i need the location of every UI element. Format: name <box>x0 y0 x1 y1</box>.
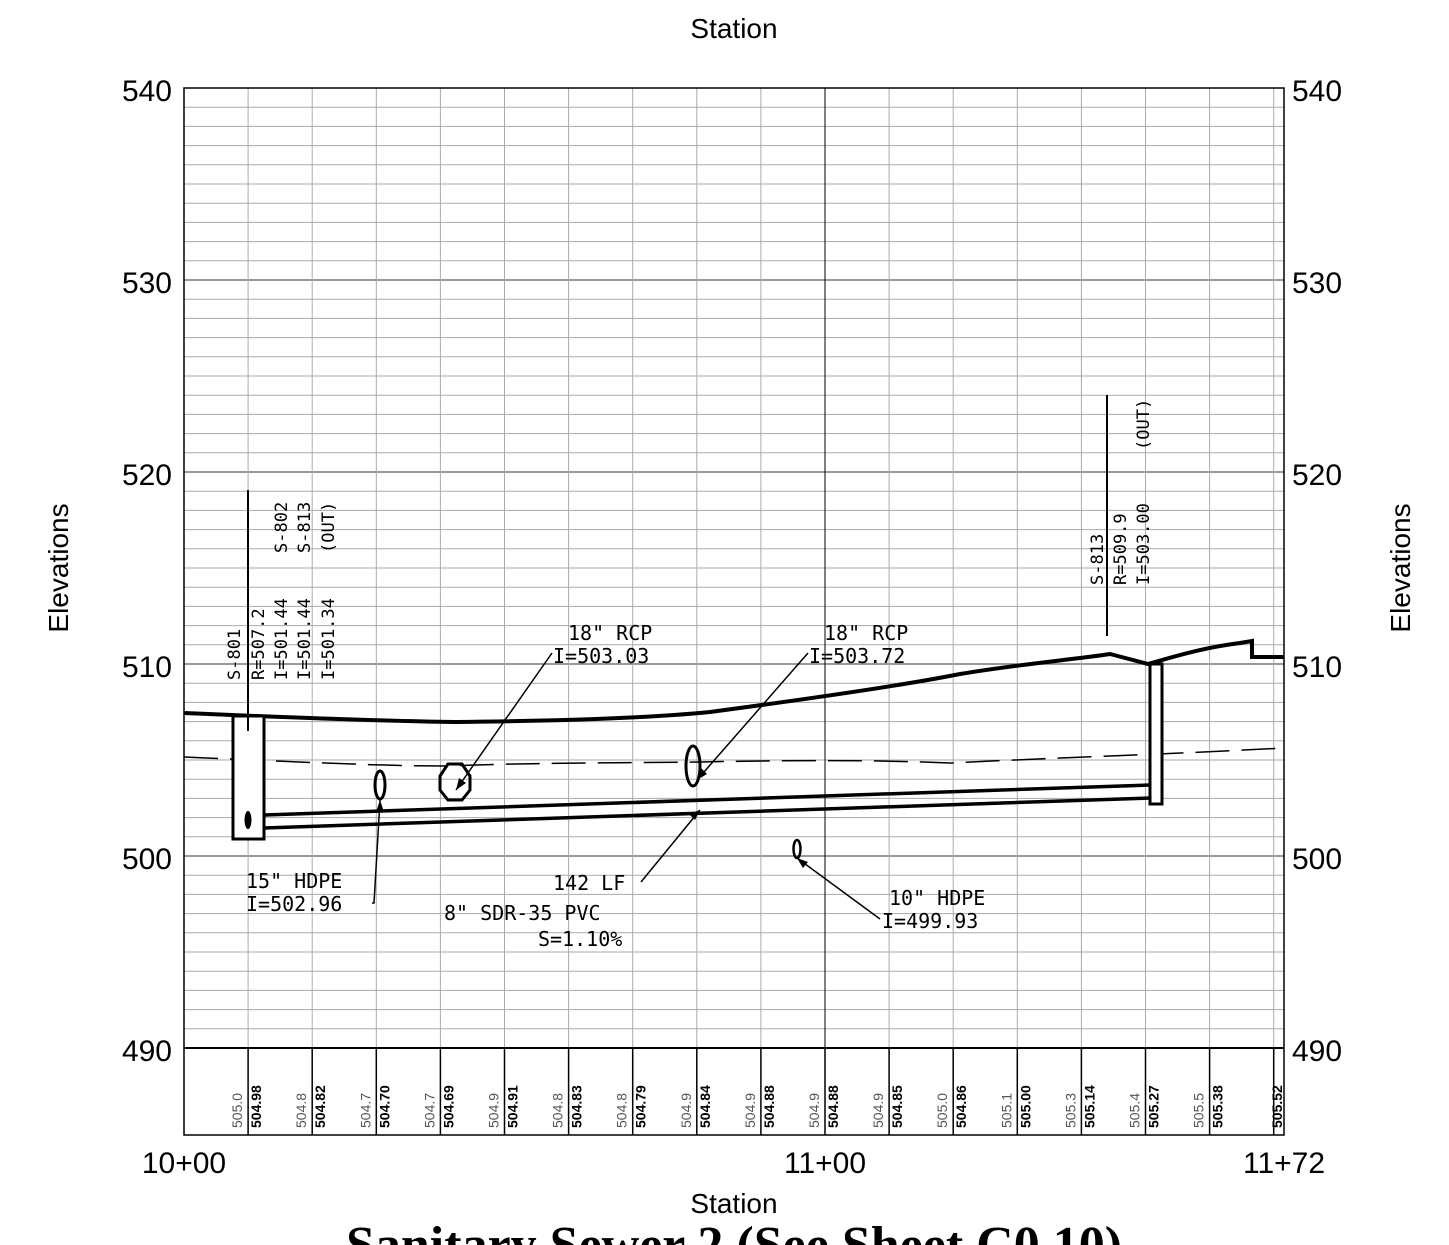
crossing-18in-rcp-2 <box>684 744 702 788</box>
hdpe15-size: 15" HDPE <box>246 869 342 893</box>
band-proposed-elevation: 504.88 <box>761 1085 777 1128</box>
s801-invert-3: I=501.34 <box>319 598 339 680</box>
band-proposed-elevation: 504.83 <box>569 1085 585 1128</box>
elev-tick-490-right: 490 <box>1292 1035 1342 1068</box>
left-elevation-ticks: 540 530 520 510 500 490 <box>122 75 172 1068</box>
rcp1-size: 18" RCP <box>568 621 652 645</box>
band-proposed-elevation: 505.00 <box>1017 1085 1033 1128</box>
hdpe10-invert: I=499.93 <box>882 909 978 933</box>
band-existing-elevation: 505.0 <box>229 1093 245 1128</box>
band-proposed-elevation: 504.85 <box>889 1085 905 1128</box>
band-existing-elevation: 505.4 <box>1127 1093 1143 1128</box>
band-proposed-elevation: 504.86 <box>953 1085 969 1128</box>
elev-tick-540-left: 540 <box>122 75 172 108</box>
grid-frame <box>183 87 1285 1136</box>
elev-tick-490-left: 490 <box>122 1035 172 1068</box>
elev-tick-500-right: 500 <box>1292 843 1342 876</box>
s813-rim: R=509.9 <box>1111 513 1131 585</box>
band-existing-elevation: 504.9 <box>678 1093 694 1128</box>
band-proposed-elevation: 504.91 <box>505 1085 521 1128</box>
band-existing-elevation: 505.0 <box>934 1093 950 1128</box>
band-proposed-elevation: 504.70 <box>376 1085 392 1128</box>
pipe-length: 142 LF <box>553 871 625 895</box>
s801-rim: R=507.2 <box>249 608 269 680</box>
crossing-18in-rcp-1 <box>438 762 472 802</box>
band-proposed-elevation: 504.88 <box>825 1085 841 1128</box>
band-proposed-elevation: 504.84 <box>697 1085 713 1128</box>
band-existing-elevation: 504.7 <box>421 1093 437 1128</box>
band-proposed-elevation: 505.52 <box>1269 1085 1285 1128</box>
station-tick-11-00: 11+00 <box>784 1147 866 1180</box>
band-proposed-elevation: 505.27 <box>1146 1085 1162 1128</box>
existing-ground-line <box>183 747 1285 767</box>
right-axis-title: Elevations <box>1385 503 1416 632</box>
proposed-ground-line <box>183 638 1284 725</box>
elev-tick-520-right: 520 <box>1292 459 1342 492</box>
band-proposed-elevation: 504.98 <box>248 1085 264 1128</box>
rcp1-invert: I=503.03 <box>553 644 649 668</box>
left-axis-title: Elevations <box>43 503 74 632</box>
s801-link-1: S-802 <box>272 502 292 553</box>
elevation-band-labels: 504.98 504.82 504.70 504.69 504.91 504.83 504.… <box>229 1085 1285 1128</box>
elev-tick-500-left: 500 <box>122 843 172 876</box>
s801-invert-2: I=501.44 <box>295 598 315 680</box>
band-existing-elevation: 505.3 <box>1062 1093 1078 1128</box>
band-existing-elevation: 504.8 <box>614 1093 630 1128</box>
band-existing-elevation: 504.7 <box>357 1093 373 1128</box>
station-tick-10-00: 10+00 <box>142 1147 226 1180</box>
rcp2-size: 18" RCP <box>824 621 908 645</box>
arrowheads <box>376 768 808 868</box>
band-proposed-elevation: 505.14 <box>1081 1085 1097 1128</box>
elev-tick-520-left: 520 <box>122 459 172 492</box>
callout-text: 18" RCP I=503.03 18" RCP I=503.72 15" HD… <box>246 621 985 951</box>
manhole-s813 <box>1148 662 1164 806</box>
band-existing-elevation: 504.8 <box>550 1093 566 1128</box>
band-existing-elevation: 504.9 <box>870 1093 886 1128</box>
s801-name: S-801 <box>225 629 245 680</box>
bottom-axis-title: Station <box>690 1188 777 1219</box>
hdpe10-size: 10" HDPE <box>889 886 985 910</box>
s801-annotation: S-801 R=507.2 I=501.44 I=501.44 I=501.34… <box>225 502 339 680</box>
station-tick-11-72: 11+72 <box>1243 1147 1325 1180</box>
crossing-15in-hdpe <box>373 769 387 801</box>
rcp2-invert: I=503.72 <box>809 644 905 668</box>
band-existing-elevation: 504.9 <box>742 1093 758 1128</box>
pipe-material: 8" SDR-35 PVC <box>444 901 601 925</box>
sheet-title: Sanitary Sewer 2 (See Sheet C0.10) <box>346 1217 1122 1245</box>
top-axis-title: Station <box>690 13 777 44</box>
right-elevation-ticks: 540 530 520 510 500 490 <box>1292 75 1342 1068</box>
band-existing-elevation: 504.8 <box>293 1093 309 1128</box>
minor-grid <box>184 88 1284 1048</box>
callout-leaders <box>372 652 881 920</box>
pipe-slope: S=1.10% <box>538 927 622 951</box>
s801-invert-1: I=501.44 <box>272 598 292 680</box>
hdpe15-invert: I=502.96 <box>246 892 342 916</box>
band-proposed-elevation: 504.82 <box>312 1085 328 1128</box>
s813-out: (OUT) <box>1134 399 1154 450</box>
band-proposed-elevation: 505.38 <box>1210 1085 1226 1128</box>
elev-tick-540-right: 540 <box>1292 75 1342 108</box>
elev-tick-530-left: 530 <box>122 267 172 300</box>
elev-tick-510-left: 510 <box>122 651 172 684</box>
s813-annotation: S-813 R=509.9 I=503.00 (OUT) <box>1088 399 1154 585</box>
s813-invert: I=503.00 <box>1134 503 1154 585</box>
elevation-band-lines <box>247 1048 1275 1135</box>
s801-link-2: S-813 <box>295 502 315 553</box>
elev-tick-510-right: 510 <box>1292 651 1342 684</box>
band-existing-elevation: 504.9 <box>806 1093 822 1128</box>
band-proposed-elevation: 504.69 <box>440 1085 456 1128</box>
band-existing-elevation: 505.1 <box>998 1093 1014 1128</box>
sewer-pipe <box>263 783 1151 830</box>
station-ticks: 10+00 11+00 11+72 <box>142 1147 1325 1180</box>
s801-link-3: (OUT) <box>319 502 339 553</box>
s801-outlet-pipe <box>244 811 252 829</box>
elev-tick-530-right: 530 <box>1292 267 1342 300</box>
band-existing-elevation: 505.5 <box>1191 1093 1207 1128</box>
s813-name: S-813 <box>1088 534 1108 585</box>
band-existing-elevation: 504.9 <box>486 1093 502 1128</box>
band-proposed-elevation: 504.79 <box>633 1085 649 1128</box>
